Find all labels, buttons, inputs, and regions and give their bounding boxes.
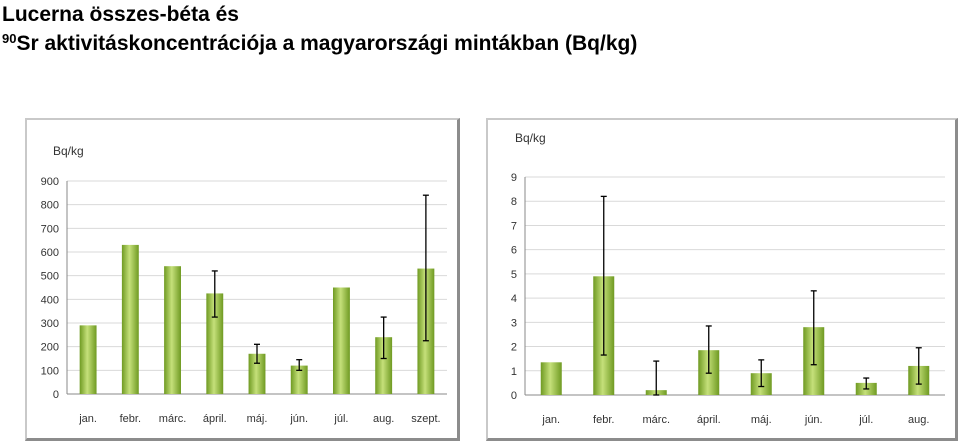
- right-x-tick-label: máj.: [751, 414, 772, 426]
- right-x-tick-label: febr.: [593, 414, 614, 426]
- chart-panel-left: Bq/kg 0 100 200 300 400 500 600 700 800 900 jan. feb…: [25, 118, 460, 441]
- right-x-tick-label: ápril.: [697, 414, 721, 426]
- right-y-tick-label: 2: [511, 342, 517, 354]
- left-y-tick-label: 500: [41, 271, 59, 283]
- page-title-line-2-text: Sr aktivitáskoncentrációja a magyarorszá…: [16, 32, 638, 55]
- page-title-superscript: 90: [2, 31, 17, 46]
- right-y-tick-label: 8: [511, 196, 517, 208]
- right-x-tick-label: jún.: [804, 414, 823, 426]
- left-bar: [121, 244, 139, 394]
- left-x-tick-label: márc.: [159, 413, 187, 425]
- right-y-tick-label: 0: [511, 390, 517, 402]
- left-bar: [206, 293, 224, 394]
- page-title-line-1: Lucerna összes-béta és: [2, 3, 239, 26]
- left-y-tick-label: 800: [41, 200, 59, 212]
- right-y-tick-label: 4: [511, 293, 517, 305]
- right-bar: [540, 362, 562, 395]
- right-x-tick-label: aug.: [908, 414, 929, 426]
- right-y-tick-label: 1: [511, 366, 517, 378]
- left-x-tick-label: júl.: [333, 413, 348, 425]
- right-y-tick-label: 9: [511, 172, 517, 184]
- left-bar: [290, 365, 308, 394]
- left-x-tick-label: szept.: [411, 413, 440, 425]
- left-bar: [333, 287, 350, 394]
- left-y-tick-label: 700: [41, 223, 59, 235]
- left-bar: [375, 337, 393, 394]
- left-x-tick-label: aug.: [373, 413, 394, 425]
- page-title: Lucerna összes-béta és 90Sr aktivitáskon…: [2, 0, 942, 58]
- left-bar: [164, 266, 181, 394]
- right-y-axis-title: Bq/kg: [515, 131, 546, 145]
- left-bar: [79, 325, 97, 394]
- right-y-tick-label: 7: [511, 220, 517, 232]
- chart-right: Bq/kg 0 1 2 3 4 5 6 7 8 9 jan. febr. márc. ápril. máj. j…: [511, 131, 945, 426]
- right-x-tick-label: márc.: [643, 414, 671, 426]
- left-x-tick-label: jún.: [289, 413, 308, 425]
- right-x-tick-label: jan.: [541, 414, 560, 426]
- left-y-tick-label: 400: [41, 294, 59, 306]
- left-y-tick-label: 600: [41, 247, 59, 259]
- left-y-tick-label: 200: [41, 342, 59, 354]
- left-y-axis-title: Bq/kg: [53, 144, 84, 158]
- left-bar: [248, 353, 266, 394]
- left-y-tick-label: 100: [41, 365, 59, 377]
- left-y-tick-label: 300: [41, 318, 59, 330]
- left-x-tick-label: jan.: [78, 413, 97, 425]
- left-y-tick-label: 900: [41, 176, 59, 188]
- chart-left: Bq/kg 0 100 200 300 400 500 600 700 800 900 jan. feb…: [41, 144, 447, 425]
- right-x-tick-label: júl.: [858, 414, 873, 426]
- left-x-tick-label: máj.: [247, 413, 268, 425]
- left-x-tick-label: febr.: [120, 413, 141, 425]
- chart-panel-right: Bq/kg 0 1 2 3 4 5 6 7 8 9 jan. febr. márc. ápril. máj. j…: [486, 118, 958, 441]
- page-title-line-2: 90Sr aktivitáskoncentrációja a magyarors…: [2, 29, 942, 58]
- right-y-tick-label: 6: [511, 245, 517, 257]
- left-y-tick-label: 0: [53, 389, 59, 401]
- right-y-tick-label: 5: [511, 269, 517, 281]
- left-x-tick-label: ápril.: [203, 413, 227, 425]
- right-y-tick-label: 3: [511, 317, 517, 329]
